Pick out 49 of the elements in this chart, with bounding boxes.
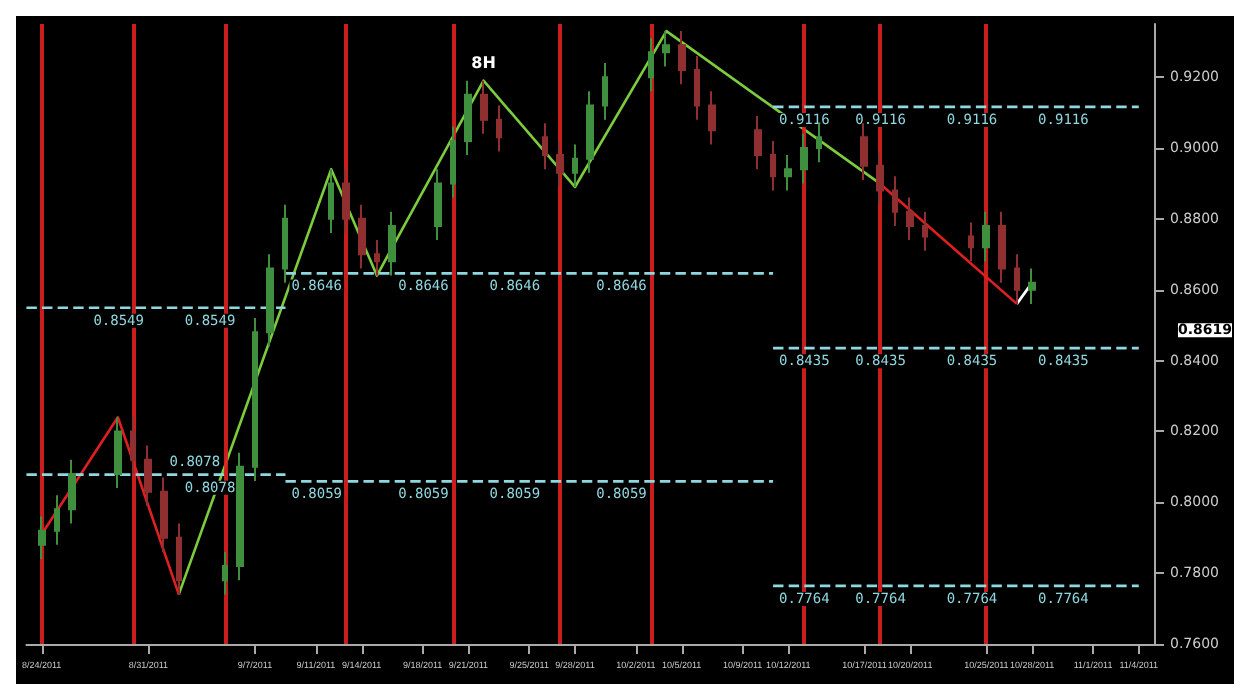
candlestick: [1014, 253, 1020, 305]
candlestick: [38, 515, 46, 560]
candlestick: [860, 122, 868, 181]
candlestick: [464, 79, 472, 157]
candlestick: [968, 221, 974, 263]
candlestick: [496, 104, 502, 153]
candlestick: [358, 203, 366, 270]
candlestick: [784, 154, 792, 192]
candlestick: [374, 239, 380, 277]
candlestick: [388, 210, 396, 277]
candlestick: [678, 30, 686, 86]
candlestick: [754, 115, 762, 171]
candlestick: [876, 150, 884, 206]
annotation: 8H: [471, 53, 496, 72]
candlestick: [906, 196, 914, 242]
candlestick: [662, 30, 670, 68]
candlestick: [328, 168, 334, 235]
candlestick: [114, 416, 122, 490]
candlestick: [694, 54, 700, 121]
candlestick: [282, 203, 288, 284]
candlestick: [342, 168, 350, 235]
candlestick: [556, 139, 564, 188]
candlestick: [144, 444, 152, 507]
candlestick: [54, 494, 60, 546]
candlestick: [450, 125, 456, 199]
candlestick: [800, 132, 808, 185]
candlestick: [572, 143, 578, 188]
candlestick: [176, 522, 182, 596]
candlestick: [602, 61, 608, 121]
candlestick: [130, 416, 136, 475]
candlestick: [236, 451, 244, 582]
candlestick: [68, 458, 76, 525]
candlestick: [922, 210, 928, 252]
candlestick: [816, 122, 822, 164]
candlestick: [160, 476, 168, 553]
candlestick: [648, 37, 654, 93]
candlestick: [892, 175, 898, 227]
candlestick: [770, 139, 776, 192]
candlestick: [434, 168, 442, 242]
candlestick: [222, 550, 228, 596]
candlestick: [266, 253, 274, 348]
candlestick: [998, 210, 1006, 284]
candlestick: [708, 90, 716, 146]
candlestick: [1028, 267, 1036, 305]
candlestick: [982, 210, 990, 263]
candlestick: [586, 90, 594, 174]
candlestick: [480, 79, 488, 135]
candlestick: [542, 122, 548, 171]
candlestick: [252, 317, 258, 483]
